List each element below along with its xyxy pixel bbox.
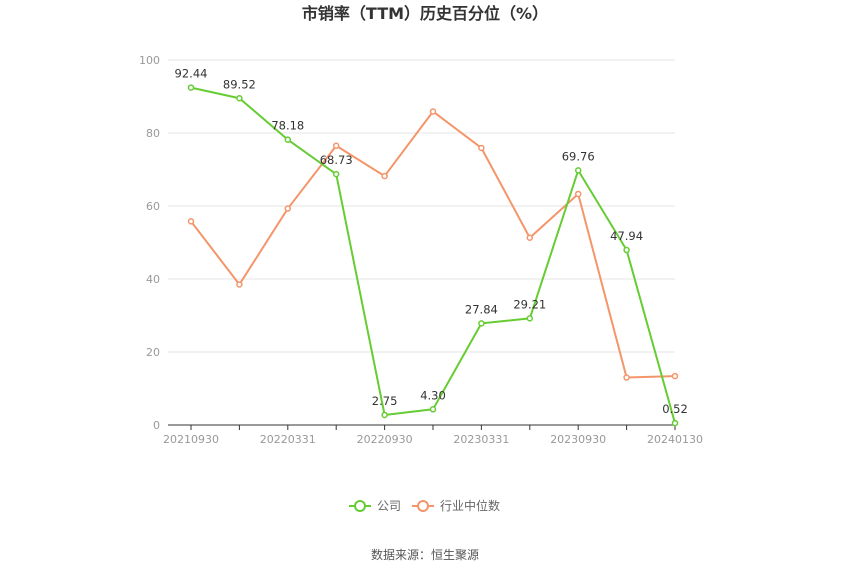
series-layer: 92.44 89.52 78.18 68.73 2.75 4.30 27.84 29.21 69… [175, 67, 688, 427]
data-point [187, 84, 195, 91]
data-label: 27.84 [465, 302, 498, 316]
data-point [478, 144, 485, 152]
x-tick-label: 20220331 [260, 433, 316, 446]
data-point [332, 170, 340, 178]
data-point [574, 167, 582, 174]
data-point [332, 142, 340, 150]
x-tick-label: 20240130 [647, 433, 703, 446]
y-tick-label: 60 [146, 200, 160, 213]
data-point [236, 95, 243, 102]
legend-marker [417, 500, 429, 512]
y-tick-label: 0 [153, 419, 160, 432]
x-tick-label: 20210930 [163, 433, 219, 446]
data-point [284, 205, 292, 212]
data-point [478, 320, 485, 327]
data-point [429, 406, 437, 413]
data-label: 47.94 [610, 229, 643, 243]
legend-label: 行业中位数 [440, 498, 500, 513]
data-point [623, 246, 630, 254]
x-tick-label: 20230331 [453, 433, 509, 446]
y-axis: 0 20 40 60 80 100 [139, 54, 160, 432]
data-label: 92.44 [175, 67, 208, 81]
series-line [190, 86, 676, 424]
series-industry-median [187, 108, 679, 381]
y-tick-label: 40 [146, 273, 160, 286]
y-tick-label: 100 [139, 54, 160, 67]
data-point [526, 234, 534, 242]
data-point [574, 190, 582, 198]
y-tick-label: 80 [146, 127, 160, 140]
x-tick-label: 20230930 [550, 433, 606, 446]
data-point [671, 372, 679, 380]
x-axis: 20210930 20220331 20220930 20230331 20230930… [163, 424, 703, 446]
data-label: 78.18 [271, 119, 304, 133]
data-point [381, 172, 388, 180]
data-label: 89.52 [223, 77, 256, 91]
data-source: 数据来源：恒生聚源 [371, 547, 479, 562]
data-label: 2.75 [372, 394, 398, 408]
legend-label: 公司 [377, 499, 401, 513]
data-label: 69.76 [562, 149, 595, 163]
gridlines [168, 59, 675, 353]
data-point [236, 281, 243, 288]
data-point [623, 374, 630, 381]
data-point [284, 136, 292, 143]
legend-item-company: 公司 [349, 499, 401, 513]
legend-marker [354, 500, 366, 512]
data-point [671, 419, 679, 427]
x-tick-label: 20220930 [357, 433, 413, 446]
y-tick-label: 20 [146, 346, 160, 359]
data-point [381, 411, 388, 419]
series-line [190, 110, 676, 379]
legend: 公司 行业中位数 [349, 498, 500, 513]
data-label: 4.30 [420, 388, 446, 402]
data-point [187, 218, 195, 225]
data-point [429, 108, 437, 115]
data-point [526, 315, 534, 322]
data-label: 68.73 [320, 153, 353, 167]
data-label: 0.52 [662, 402, 688, 416]
chart-title: 市销率（TTM）历史百分位（%） [302, 4, 548, 23]
series-company: 92.44 89.52 78.18 68.73 2.75 4.30 27.84 29.21 69… [175, 67, 688, 427]
legend-item-industry-median: 行业中位数 [412, 498, 500, 513]
data-label: 29.21 [513, 297, 546, 311]
